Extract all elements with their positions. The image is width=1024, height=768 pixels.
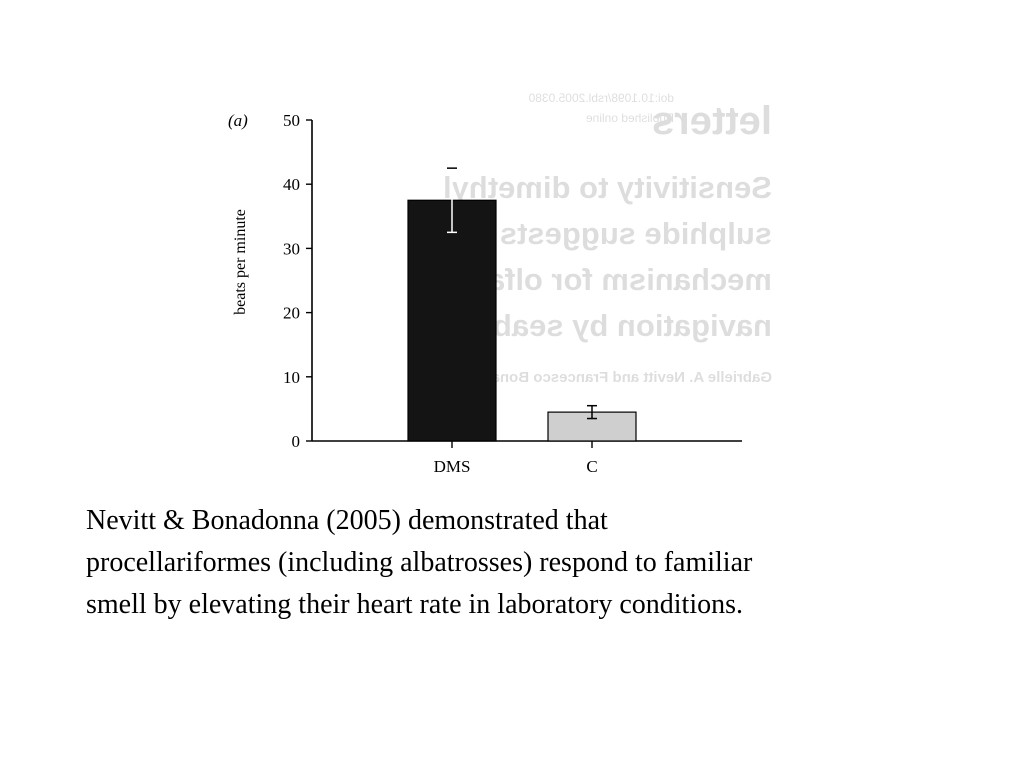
scan-line-authors: Gabrielle A. Nevitt and Francesco Bonado…	[446, 369, 772, 386]
x-tick-label: DMS	[434, 457, 471, 476]
y-tick-label: 50	[283, 111, 300, 130]
y-tick-label: 0	[292, 432, 301, 451]
bars	[407, 167, 637, 442]
y-tick-label: 10	[283, 368, 300, 387]
y-tick-label: 20	[283, 304, 300, 323]
scan-line-title-2: sulphide suggests a	[473, 216, 772, 251]
x-axis-ticks: DMS C	[434, 441, 598, 476]
scan-line-letters: letters	[652, 99, 772, 143]
caption-line: Nevitt & Bonadonna (2005) demonstrated t…	[86, 505, 608, 536]
y-axis-label: beats per minute	[232, 209, 249, 315]
scan-line-published: Published online	[586, 111, 674, 125]
caption-line: procellariformes (including albatrosses)…	[86, 547, 753, 578]
bar-chart: doi:10.1098/rsbl.2005.0380 Published onl…	[228, 91, 772, 476]
y-axis-ticks: 0 10 20 30 40 50	[283, 111, 312, 451]
bar	[407, 199, 497, 442]
y-tick-label: 30	[283, 239, 300, 258]
chart-figure: doi:10.1098/rsbl.2005.0380 Published onl…	[212, 82, 772, 490]
caption-text: Nevitt & Bonadonna (2005) demonstrated t…	[86, 500, 966, 626]
scan-line-doi: doi:10.1098/rsbl.2005.0380	[528, 91, 674, 105]
x-tick-label: C	[586, 457, 597, 476]
caption-line: smell by elevating their heart rate in l…	[86, 589, 744, 620]
y-tick-label: 40	[283, 175, 300, 194]
scan-line-title-1: Sensitivity to dimethyl	[443, 170, 772, 205]
panel-label: (a)	[228, 111, 248, 130]
